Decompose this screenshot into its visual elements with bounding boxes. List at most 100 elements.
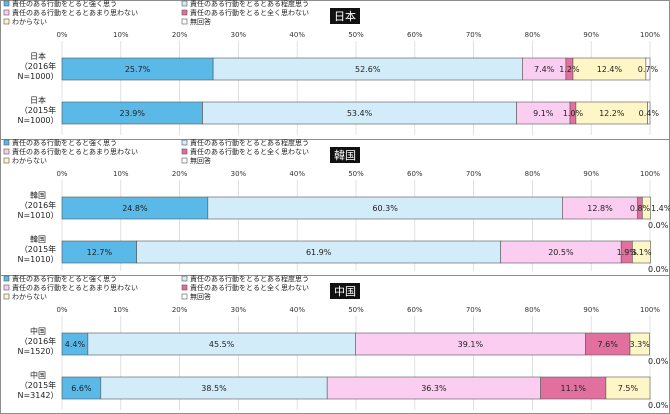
bar-segment-no-answer: [645, 57, 651, 81]
legend-swatch: [181, 9, 188, 16]
category-label: 日本: [30, 51, 46, 61]
data-label: 0.4%: [639, 109, 660, 118]
category-label: N=3142）: [17, 391, 58, 400]
data-label: 53.4%: [347, 109, 373, 118]
legend-label: 責任のある行動をとるとあまり思わない: [12, 8, 138, 17]
data-label: 9.1%: [533, 109, 554, 118]
x-tick-label: 40%: [289, 31, 305, 39]
legend-swatch: [3, 284, 10, 291]
data-label: 0.0%: [648, 401, 669, 410]
data-label: 20.5%: [548, 248, 574, 257]
legend-swatch: [181, 0, 188, 7]
bar-segment-dont-know: [629, 332, 650, 356]
data-label: 1.2%: [559, 65, 580, 74]
legend-swatch: [3, 148, 10, 155]
bar-segment-no-answer: [647, 101, 651, 125]
legend-item-not-at-all: 責任のある行動をとると全く思わない: [181, 147, 309, 156]
category-label: N=1520）: [17, 347, 58, 356]
category-label: 韓国: [30, 190, 46, 200]
panel-title-box: [330, 283, 360, 299]
data-label: 24.8%: [122, 204, 148, 213]
data-label: 12.7%: [87, 248, 113, 257]
x-tick-label: 70%: [466, 170, 482, 178]
category-label: N=1010）: [17, 211, 58, 220]
x-tick-label: 30%: [231, 306, 247, 314]
category-label: 中国: [30, 326, 46, 336]
x-tick-label: 90%: [583, 31, 599, 39]
x-tick-label: 30%: [231, 170, 247, 178]
data-label: 3.3%: [630, 340, 651, 349]
legend-label: 無回答: [190, 156, 211, 165]
category-label: N=1000）: [17, 116, 58, 125]
category-label: （2016年: [20, 200, 56, 210]
legend-label: 責任のある行動をとるとある程度思う: [190, 138, 309, 147]
legend-label: 責任のある行動をとると全く思わない: [190, 147, 309, 156]
category-label: （2016年: [20, 61, 56, 71]
legend-item-not-much: 責任のある行動をとるとあまり思わない: [3, 283, 138, 292]
legend-label: 責任のある行動をとると強く思う: [12, 274, 117, 283]
x-tick-label: 0%: [56, 170, 67, 178]
legend-label: わからない: [12, 293, 47, 301]
legend-label: 無回答: [190, 17, 211, 26]
legend-item-strong: 責任のある行動をとると強く思う: [3, 138, 117, 147]
legend-item-no-answer: 無回答: [181, 17, 211, 26]
x-tick-label: 20%: [172, 170, 188, 178]
data-label: 1.0%: [563, 109, 584, 118]
legend-item-not-at-all: 責任のある行動をとると全く思わない: [181, 283, 309, 292]
panel-title-box: [330, 8, 360, 24]
legend-item-no-answer: 無回答: [181, 156, 211, 165]
legend-item-dont-know: わからない: [3, 293, 47, 301]
legend-swatch: [3, 139, 10, 146]
data-label: 0.0%: [648, 265, 669, 274]
x-tick-label: 60%: [407, 170, 423, 178]
category-label: 日本: [30, 95, 46, 105]
category-label: 中国: [30, 370, 46, 380]
data-label: 23.9%: [120, 109, 146, 118]
category-label: （2015年: [20, 105, 56, 115]
x-tick-label: 50%: [348, 170, 364, 178]
legend-item-strong: 責任のある行動をとると強く思う: [3, 274, 117, 283]
legend-label: 責任のある行動をとると強く思う: [12, 0, 117, 8]
data-label: 61.9%: [306, 248, 332, 257]
legend-swatch: [181, 293, 188, 300]
data-label: 60.3%: [372, 204, 398, 213]
x-tick-label: 40%: [289, 170, 305, 178]
x-tick-label: 20%: [172, 306, 188, 314]
x-tick-label: 100%: [640, 31, 660, 39]
panel-3: 責任のある行動をとると強く思う 責任のある行動をとるとある程度思う責任のある行動を…: [0, 274, 670, 410]
legend-label: わからない: [12, 157, 47, 165]
legend-label: 責任のある行動をとるとあまり思わない: [12, 147, 138, 156]
data-label: 7.6%: [597, 340, 618, 349]
legend-item-not-much: 責任のある行動をとるとあまり思わない: [3, 8, 138, 17]
data-label: 25.7%: [125, 65, 151, 74]
data-label: 3.1%: [631, 248, 652, 257]
panel-1: 責任のある行動をとると強く思う 責任のある行動をとるとある程度思う責任のある行動を…: [3, 0, 660, 135]
legend-swatch: [181, 284, 188, 291]
legend-item-somewhat: 責任のある行動をとるとある程度思う: [181, 138, 309, 147]
bar-segment-dont-know: [642, 196, 651, 220]
x-tick-label: 10%: [113, 306, 129, 314]
legend-swatch: [3, 275, 10, 282]
legend-item-strong: 責任のある行動をとると強く思う: [3, 0, 117, 8]
data-label: 12.8%: [587, 204, 613, 213]
x-tick-label: 80%: [525, 31, 541, 39]
x-tick-label: 70%: [466, 306, 482, 314]
x-tick-label: 100%: [640, 170, 660, 178]
x-tick-label: 50%: [348, 306, 364, 314]
x-tick-label: 60%: [407, 306, 423, 314]
legend-swatch: [3, 0, 10, 7]
legend-swatch: [181, 148, 188, 155]
data-label: 12.2%: [599, 109, 625, 118]
data-label: 7.5%: [618, 384, 639, 393]
data-label: 0.8%: [630, 204, 651, 213]
legend-label: 責任のある行動をとるとある程度思う: [190, 274, 309, 283]
x-tick-label: 10%: [113, 170, 129, 178]
data-label: 0.7%: [638, 65, 659, 74]
x-tick-label: 80%: [525, 306, 541, 314]
panel-title: 韓国: [334, 149, 356, 162]
x-tick-label: 100%: [640, 306, 660, 314]
